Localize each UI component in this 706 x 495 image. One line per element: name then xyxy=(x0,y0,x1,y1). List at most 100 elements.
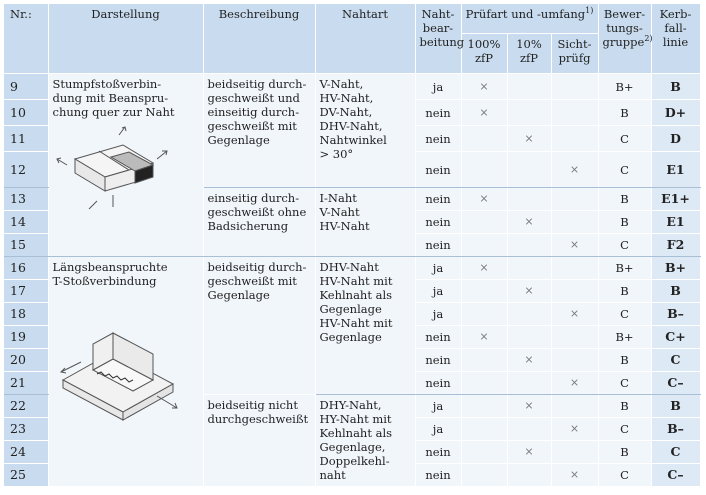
p100-cell xyxy=(461,371,508,395)
kerbfall-cell: E1 xyxy=(651,210,701,234)
table-row: 14 nein × B E1 xyxy=(4,210,701,234)
nahtbearbeitung-cell: nein xyxy=(415,151,462,188)
nahtbearbeitung-cell: ja xyxy=(415,279,462,303)
kerbfall-cell: C+ xyxy=(651,325,701,349)
table-container: Nr.: Darstellung Beschreibung Nahtart Na… xyxy=(4,4,701,490)
p100-cell xyxy=(461,394,508,418)
nahtart-b: I-Naht V-Naht HV-Naht xyxy=(315,187,416,257)
sicht-cell xyxy=(551,210,599,234)
table-row: 24 nein × B C xyxy=(4,440,701,464)
table-row: 15 nein × C F2 xyxy=(4,233,701,257)
row-nr: 9 xyxy=(4,73,49,100)
kerbfall-cell: C xyxy=(651,348,701,372)
bewertung-cell: C xyxy=(598,371,652,395)
beschreibung-c: beidseitig durch-geschweißt mit Gegenlage xyxy=(203,256,316,395)
kerbfall-cell: D+ xyxy=(651,99,701,126)
kerbfall-cell: B xyxy=(651,73,701,100)
beschreibung-b: einseitig durch-geschweißt ohne Badsicher… xyxy=(203,187,316,257)
kerbfall-cell: E1 xyxy=(651,151,701,188)
p10-cell xyxy=(507,187,552,211)
nahtart-c: DHV-Naht HV-Naht mit Kehlnaht als Gegenlage… xyxy=(315,256,416,395)
p10-cell xyxy=(507,99,552,126)
weld-classification-table: Nr.: Darstellung Beschreibung Nahtart Na… xyxy=(4,4,701,487)
table-row: 21 nein × C C– xyxy=(4,371,701,395)
nahtbearbeitung-cell: nein xyxy=(415,463,462,487)
p100-cell xyxy=(461,151,508,188)
kerbfall-cell: F2 xyxy=(651,233,701,257)
table-row: 9 Stumpfstoßverbin- dung mit Beanspru- c… xyxy=(4,73,701,257)
nahtbearbeitung-cell: nein xyxy=(415,371,462,395)
butt-joint-sketch xyxy=(55,126,168,210)
row-nr: 16 xyxy=(4,256,49,280)
header-beschreibung: Beschreibung xyxy=(203,4,316,74)
sicht-cell xyxy=(551,279,599,303)
row-nr: 21 xyxy=(4,371,49,395)
header-nahtart: Nahtart xyxy=(315,4,416,74)
row-nr: 12 xyxy=(4,151,49,188)
row-nr: 11 xyxy=(4,125,49,152)
table-row: 18 ja × C B– xyxy=(4,302,701,326)
sicht-cell xyxy=(551,187,599,211)
kerbfall-cell: C– xyxy=(651,371,701,395)
p100-cell xyxy=(461,233,508,257)
p10-cell: × xyxy=(507,210,552,234)
kerbfall-cell: D xyxy=(651,125,701,152)
row-nr: 15 xyxy=(4,233,49,257)
sicht-cell xyxy=(551,440,599,464)
nahtbearbeitung-cell: ja xyxy=(415,256,462,280)
sicht-cell: × xyxy=(551,417,599,441)
row-nr: 13 xyxy=(4,187,49,211)
sicht-cell: × xyxy=(551,302,599,326)
p100-cell xyxy=(461,440,508,464)
row-nr: 19 xyxy=(4,325,49,349)
table-row: 13 einseitig durch-geschweißt ohne Badsic… xyxy=(4,187,701,257)
p100-cell: × xyxy=(461,73,508,100)
sicht-cell xyxy=(551,394,599,418)
p100-cell: × xyxy=(461,99,508,126)
kerbfall-cell: B– xyxy=(651,302,701,326)
nahtbearbeitung-cell: ja xyxy=(415,417,462,441)
sicht-cell: × xyxy=(551,233,599,257)
p10-cell xyxy=(507,371,552,395)
nahtbearbeitung-cell: nein xyxy=(415,348,462,372)
table-row: 11 nein × C D xyxy=(4,125,701,152)
nahtbearbeitung-cell: nein xyxy=(415,210,462,234)
p10-cell xyxy=(507,73,552,100)
table-row: 10 nein × B D+ xyxy=(4,99,701,126)
row-nr: 14 xyxy=(4,210,49,234)
sicht-cell xyxy=(551,348,599,372)
bewertung-cell: B xyxy=(598,279,652,303)
bewertung-cell: B xyxy=(598,99,652,126)
p100-cell: × xyxy=(461,256,508,280)
p10-cell xyxy=(507,463,552,487)
sicht-cell xyxy=(551,125,599,152)
header-100-zfp: 100% zfP xyxy=(461,33,508,74)
sicht-cell xyxy=(551,325,599,349)
row-nr: 18 xyxy=(4,302,49,326)
bewertung-cell: B+ xyxy=(598,325,652,349)
bewertung-cell: C xyxy=(598,463,652,487)
bewertung-cell: B+ xyxy=(598,256,652,280)
bewertung-cell: B xyxy=(598,187,652,211)
bewertung-cell: C xyxy=(598,125,652,152)
p100-cell: × xyxy=(461,325,508,349)
p10-cell: × xyxy=(507,348,552,372)
bewertung-cell: C xyxy=(598,151,652,188)
nahtbearbeitung-cell: nein xyxy=(415,440,462,464)
bewertung-cell: C xyxy=(598,233,652,257)
kerbfall-cell: B– xyxy=(651,417,701,441)
sicht-cell xyxy=(551,99,599,126)
nahtbearbeitung-cell: nein xyxy=(415,125,462,152)
bewertung-cell: B xyxy=(598,210,652,234)
table-row: 22 beidseitig nicht durchgeschweißt DHY-N… xyxy=(4,394,701,487)
header-sichtpruefung: Sicht-prüfg xyxy=(551,33,599,74)
p100-cell xyxy=(461,279,508,303)
header-darstellung: Darstellung xyxy=(48,4,204,74)
beschreibung-d: beidseitig nicht durchgeschweißt xyxy=(203,394,316,487)
kerbfall-cell: B xyxy=(651,394,701,418)
t-joint-sketch xyxy=(59,332,178,421)
p100-cell xyxy=(461,125,508,152)
header-pruefart: Prüfart und -umfang1) xyxy=(461,4,599,34)
bewertung-cell: B xyxy=(598,440,652,464)
p100-cell xyxy=(461,302,508,326)
